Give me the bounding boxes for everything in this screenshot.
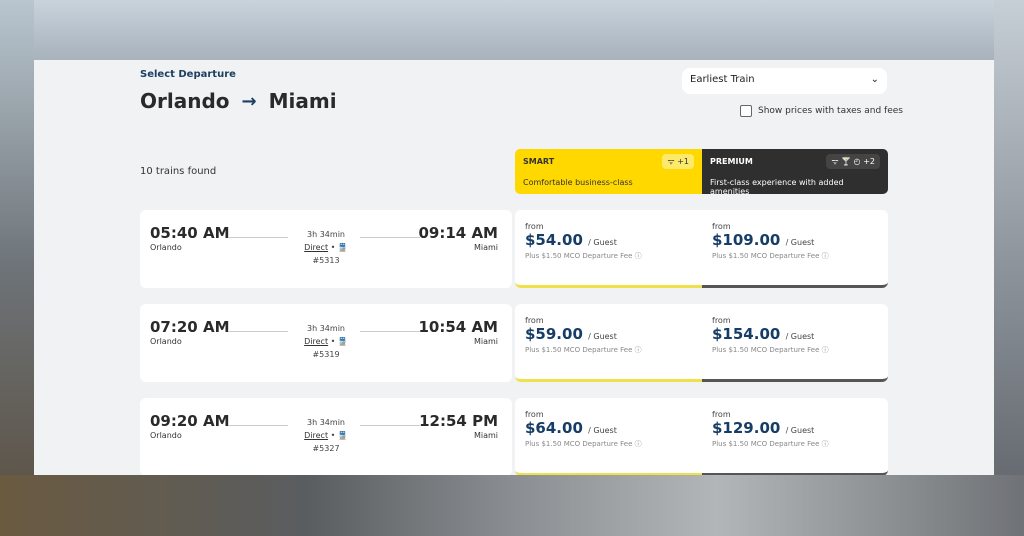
price-value: $64.00 bbox=[525, 419, 583, 437]
divider bbox=[228, 237, 288, 238]
price-value: $54.00 bbox=[525, 231, 583, 249]
fee-note-info-icon[interactable]: Plus $1.50 MCO Departure Fee ⓘ bbox=[525, 252, 642, 260]
per-guest: / Guest bbox=[588, 332, 617, 341]
per-guest: / Guest bbox=[588, 426, 617, 435]
train-icon: • 🚆 bbox=[328, 243, 348, 252]
arrival-time: 12:54 PM bbox=[419, 412, 498, 430]
departure-city: Orlando bbox=[150, 337, 182, 346]
direct-link[interactable]: Direct bbox=[304, 337, 329, 346]
fee-note-info-icon[interactable]: Plus $1.50 MCO Departure Fee ⓘ bbox=[525, 440, 642, 448]
per-guest: / Guest bbox=[785, 238, 815, 247]
price: $54.00 / Guest bbox=[525, 231, 692, 249]
tax-label: Show prices with taxes and fees bbox=[758, 106, 903, 116]
class-desc: First-class experience with added amenit… bbox=[710, 178, 844, 196]
results-count: 10 trains found bbox=[140, 166, 217, 177]
origin: Orlando bbox=[140, 89, 230, 113]
fare-premium[interactable]: from $154.00 / Guest Plus $1.50 MCO Depa… bbox=[702, 304, 888, 382]
fare-smart[interactable]: from $54.00 / Guest Plus $1.50 MCO Depar… bbox=[515, 210, 702, 288]
from-label: from bbox=[712, 316, 731, 325]
class-header-premium[interactable]: PREMIUM First-class experience with adde… bbox=[702, 149, 888, 196]
divider bbox=[360, 237, 420, 238]
from-label: from bbox=[525, 222, 544, 231]
from-label: from bbox=[712, 410, 731, 419]
sort-value: Earliest Train bbox=[690, 74, 755, 85]
train-number: #5313 bbox=[312, 256, 340, 265]
fare-premium[interactable]: from $129.00 / Guest Plus $1.50 MCO Depa… bbox=[702, 398, 888, 475]
fee-note-info-icon[interactable]: Plus $1.50 MCO Departure Fee ⓘ bbox=[712, 440, 829, 448]
per-guest: / Guest bbox=[785, 426, 815, 435]
train-number: #5319 bbox=[312, 350, 340, 359]
train-icon: • 🚆 bbox=[328, 337, 348, 346]
from-label: from bbox=[525, 316, 544, 325]
price-value: $129.00 bbox=[712, 419, 781, 437]
departure-time: 05:40 AM bbox=[150, 224, 230, 242]
amenities-icons[interactable]: ᯤ 🍸 ◴ +2 bbox=[826, 154, 880, 169]
fee-note-info-icon[interactable]: Plus $1.50 MCO Departure Fee ⓘ bbox=[712, 252, 829, 260]
background-photo-bottom bbox=[0, 475, 1024, 536]
class-header-smart[interactable]: SMART Comfortable business-class ᯤ +1 bbox=[515, 149, 702, 194]
divider bbox=[360, 425, 420, 426]
from-label: from bbox=[712, 222, 731, 231]
destination: Miami bbox=[268, 89, 337, 113]
duration: 3h 34min bbox=[307, 418, 345, 427]
price: $129.00 / Guest bbox=[712, 419, 878, 437]
trip-card[interactable]: 09:20 AM Orlando 3h 34min Direct • 🚆 #53… bbox=[140, 398, 512, 475]
per-guest: / Guest bbox=[785, 332, 815, 341]
arrival-city: Miami bbox=[473, 431, 498, 440]
trip-info: 3h 34min Direct • 🚆 #5319 bbox=[290, 322, 362, 361]
duration: 3h 34min bbox=[307, 324, 345, 333]
fare-premium[interactable]: from $109.00 / Guest Plus $1.50 MCO Depa… bbox=[702, 210, 888, 288]
price-value: $59.00 bbox=[525, 325, 583, 343]
trip-card[interactable]: 07:20 AM Orlando 3h 34min Direct • 🚆 #53… bbox=[140, 304, 512, 382]
trip-card[interactable]: 05:40 AM Orlando 3h 34min Direct • 🚆 #53… bbox=[140, 210, 512, 288]
from-label: from bbox=[525, 410, 544, 419]
direct-link[interactable]: Direct bbox=[304, 431, 329, 440]
train-icon: • 🚆 bbox=[328, 431, 348, 440]
fee-note-info-icon[interactable]: Plus $1.50 MCO Departure Fee ⓘ bbox=[525, 346, 642, 354]
price: $154.00 / Guest bbox=[712, 325, 878, 343]
route-title: Orlando → Miami bbox=[140, 89, 337, 113]
price: $109.00 / Guest bbox=[712, 231, 878, 249]
departure-city: Orlando bbox=[150, 431, 182, 440]
per-guest: / Guest bbox=[588, 238, 617, 247]
class-name: PREMIUM bbox=[710, 157, 753, 166]
background-photo-left bbox=[0, 0, 34, 536]
arrival-city: Miami bbox=[473, 337, 498, 346]
fare-smart[interactable]: from $59.00 / Guest Plus $1.50 MCO Depar… bbox=[515, 304, 702, 382]
wifi-icon-amenities[interactable]: ᯤ +1 bbox=[662, 154, 694, 169]
duration: 3h 34min bbox=[307, 230, 345, 239]
sort-dropdown[interactable]: Earliest Train ⌄ bbox=[682, 68, 887, 94]
class-desc: Comfortable business-class bbox=[523, 178, 633, 187]
tax-toggle[interactable]: Show prices with taxes and fees bbox=[740, 105, 903, 117]
chevron-down-icon: ⌄ bbox=[870, 74, 879, 85]
departure-time: 07:20 AM bbox=[150, 318, 230, 336]
price: $59.00 / Guest bbox=[525, 325, 692, 343]
price-value: $154.00 bbox=[712, 325, 781, 343]
tax-checkbox[interactable] bbox=[740, 105, 752, 117]
direct-link[interactable]: Direct bbox=[304, 243, 329, 252]
divider bbox=[228, 425, 288, 426]
background-photo-right bbox=[994, 0, 1024, 536]
arrival-time: 10:54 AM bbox=[418, 318, 498, 336]
class-name: SMART bbox=[523, 157, 555, 166]
price: $64.00 / Guest bbox=[525, 419, 692, 437]
fare-smart[interactable]: from $64.00 / Guest Plus $1.50 MCO Depar… bbox=[515, 398, 702, 475]
divider bbox=[360, 331, 420, 332]
departure-city: Orlando bbox=[150, 243, 182, 252]
arrow-right-icon: → bbox=[241, 90, 257, 112]
booking-panel: Select Departure Orlando → Miami Earlies… bbox=[34, 60, 994, 475]
train-number: #5327 bbox=[312, 444, 340, 453]
arrival-time: 09:14 AM bbox=[418, 224, 498, 242]
trip-info: 3h 34min Direct • 🚆 #5313 bbox=[290, 228, 362, 267]
departure-time: 09:20 AM bbox=[150, 412, 230, 430]
divider bbox=[228, 331, 288, 332]
fee-note-info-icon[interactable]: Plus $1.50 MCO Departure Fee ⓘ bbox=[712, 346, 829, 354]
trip-info: 3h 34min Direct • 🚆 #5327 bbox=[290, 416, 362, 455]
price-value: $109.00 bbox=[712, 231, 781, 249]
select-departure-label: Select Departure bbox=[140, 69, 236, 80]
arrival-city: Miami bbox=[473, 243, 498, 252]
